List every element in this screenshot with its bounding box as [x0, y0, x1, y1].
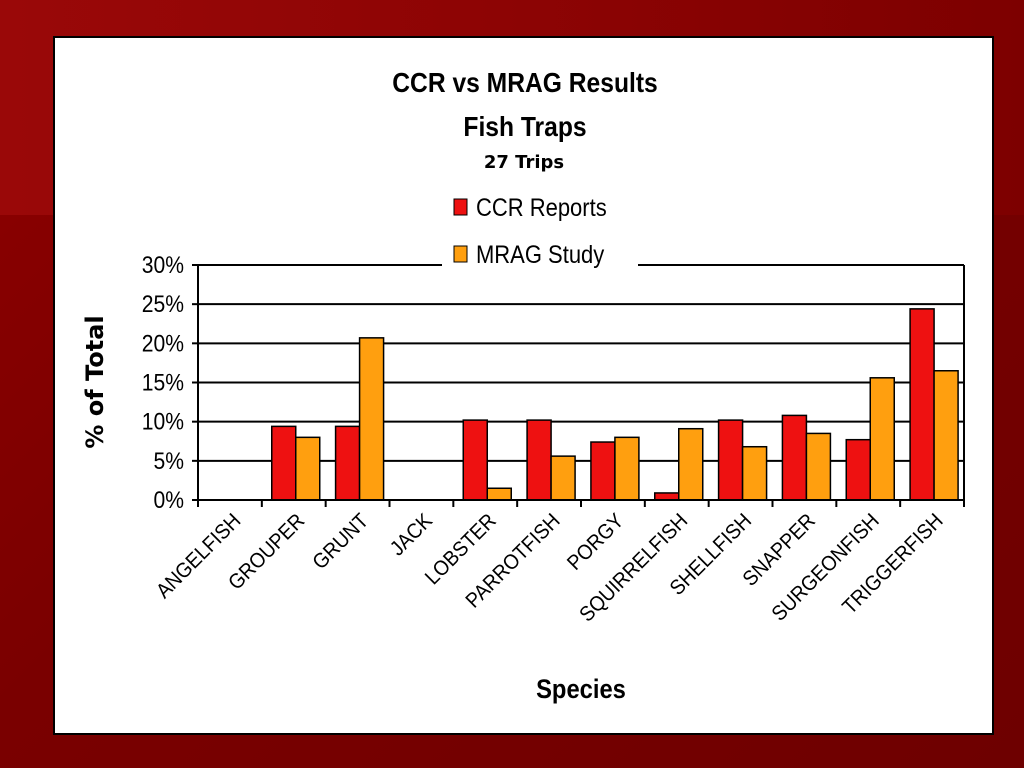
x-tick-label-squirrelfish: SQUIRRELFISH: [575, 509, 692, 626]
legend-swatch-ccr: [453, 198, 468, 216]
legend-label-ccr: CCR Reports: [476, 194, 607, 222]
y-tick-label: 10%: [142, 408, 184, 435]
bar-mrag-porgy: [614, 436, 640, 501]
chart-subtitle: Fish Traps: [463, 111, 586, 143]
bar-mrag-lobster: [486, 487, 512, 501]
x-tick-label-angelfish: ANGELFISH: [152, 509, 246, 603]
bar-ccr-shellfish: [717, 419, 744, 501]
bar-ccr-squirrelfish: [654, 492, 680, 501]
bar-ccr-grunt: [334, 425, 361, 501]
y-tick-label: 5%: [153, 448, 184, 475]
legend-box: [442, 190, 638, 268]
y-tick-label: 15%: [142, 369, 184, 396]
bar-mrag-shellfish: [741, 445, 768, 501]
chart-panel: [53, 36, 994, 735]
y-axis-label: % of Total: [81, 315, 109, 448]
x-tick-label-grunt: GRUNT: [309, 509, 374, 574]
x-tick-label-porgy: PORGY: [563, 509, 628, 574]
bar-ccr-grouper: [271, 425, 297, 501]
bar-mrag-grouper: [295, 436, 321, 501]
y-tick-label: 30%: [142, 252, 184, 279]
bar-mrag-grunt: [358, 337, 385, 501]
chart-note: 27 Trips: [484, 152, 564, 173]
x-axis-label: Species: [536, 675, 626, 705]
legend-label-mrag: MRAG Study: [476, 241, 604, 269]
y-tick-label: 0%: [153, 487, 184, 514]
y-tick-label: 20%: [142, 330, 184, 357]
y-tick-label: 25%: [142, 291, 184, 318]
bar-ccr-parrotfish: [526, 419, 552, 501]
legend-swatch-mrag: [453, 245, 468, 263]
bar-ccr-triggerfish: [909, 308, 935, 501]
bar-ccr-porgy: [590, 441, 616, 501]
bar-mrag-squirrelfish: [678, 427, 704, 501]
bar-mrag-triggerfish: [933, 370, 959, 501]
bar-mrag-snapper: [805, 432, 832, 501]
x-tick-label-jack: JACK: [386, 509, 437, 560]
bar-ccr-surgeonfish: [845, 438, 871, 501]
bar-mrag-surgeonfish: [869, 377, 895, 501]
bar-ccr-lobster: [462, 419, 488, 501]
legend: CCR Reports MRAG Study: [442, 190, 638, 268]
chart-title: CCR vs MRAG Results: [392, 67, 657, 99]
bar-ccr-snapper: [781, 414, 808, 501]
bar-mrag-parrotfish: [550, 455, 576, 501]
